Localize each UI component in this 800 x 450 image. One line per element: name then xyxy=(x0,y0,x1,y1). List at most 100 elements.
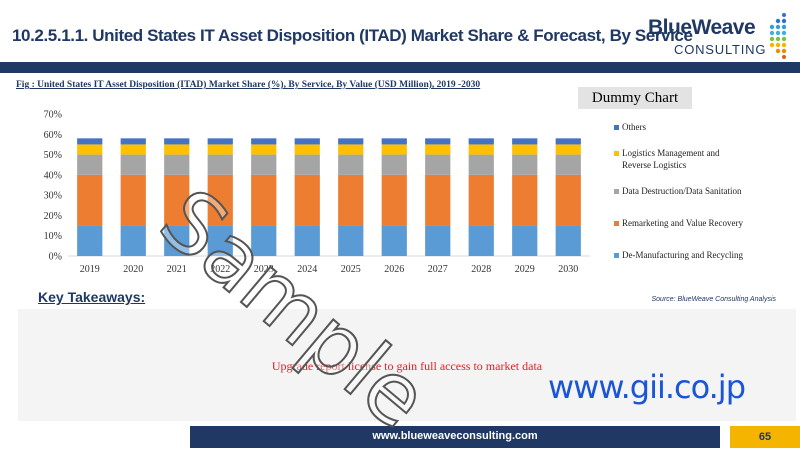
bar-segment xyxy=(120,225,146,256)
bar-segment xyxy=(164,154,190,175)
x-tick-label: 2019 xyxy=(80,264,100,275)
bar-segment xyxy=(251,144,277,155)
logo-subtitle: CONSULTING xyxy=(674,42,767,57)
bar-segment xyxy=(338,138,364,145)
bar-segment xyxy=(512,144,538,155)
bar-segment xyxy=(468,174,494,226)
bar-segment xyxy=(381,174,407,226)
bar-segment xyxy=(77,174,103,226)
legend-label: Remarketing and Value Recovery xyxy=(622,218,744,228)
legend-label: Data Destruction/Data Sanitation xyxy=(622,186,742,196)
logo-dots-icon xyxy=(769,13,787,59)
bar-segment xyxy=(381,138,407,145)
bar-segment xyxy=(512,225,538,256)
x-tick-label: 2026 xyxy=(384,264,404,275)
bar-segment xyxy=(294,154,320,175)
bar-segment xyxy=(294,225,320,256)
bar-segment xyxy=(555,154,581,175)
footer-url: www.blueweaveconsulting.com xyxy=(372,430,538,442)
bar-segment xyxy=(120,138,146,145)
bar-segment xyxy=(251,154,277,175)
bar-segment xyxy=(425,225,451,256)
y-tick-label: 60% xyxy=(44,130,62,141)
key-takeaways-heading: Key Takeaways: xyxy=(38,289,146,305)
bar-segment xyxy=(207,174,233,226)
legend-label: De-Manufacturing and Recycling xyxy=(622,250,743,260)
bar-segment xyxy=(251,138,277,145)
legend-swatch xyxy=(614,253,619,258)
bar-segment xyxy=(338,225,364,256)
footer-bar: www.blueweaveconsulting.com xyxy=(190,426,720,448)
bar-segment xyxy=(120,174,146,226)
takeaways-panel: Upgrade report license to gain full acce… xyxy=(18,309,796,421)
bar-segment xyxy=(207,138,233,145)
y-tick-label: 70% xyxy=(44,110,62,121)
bar-segment xyxy=(555,138,581,145)
source-note: Source: BlueWeave Consulting Analysis xyxy=(651,296,776,303)
bar-segment xyxy=(77,144,103,155)
y-tick-label: 40% xyxy=(44,170,62,181)
bar-segment xyxy=(294,138,320,145)
bar-segment xyxy=(381,144,407,155)
x-tick-label: 2029 xyxy=(515,264,535,275)
bar-segment xyxy=(338,144,364,155)
bar-segment xyxy=(381,225,407,256)
bar-segment xyxy=(338,154,364,175)
dummy-chart-label: Dummy Chart xyxy=(578,87,692,109)
legend-swatch xyxy=(614,189,619,194)
figure-caption: Fig : United States IT Asset Disposition… xyxy=(16,80,481,90)
legend-swatch xyxy=(614,151,619,156)
x-tick-label: 2022 xyxy=(210,264,230,275)
bar-segment xyxy=(468,144,494,155)
legend-label: Others xyxy=(622,122,646,132)
logo-wordmark: BlueWeave xyxy=(648,16,756,39)
bar-segment xyxy=(425,154,451,175)
bar-segment xyxy=(555,174,581,226)
bar-segment xyxy=(425,144,451,155)
gii-watermark: www.gii.co.jp xyxy=(548,368,746,406)
legend-label: Reverse Logistics xyxy=(622,160,687,170)
legend-swatch xyxy=(614,221,619,226)
bar-segment xyxy=(77,154,103,175)
x-tick-label: 2030 xyxy=(558,264,578,275)
x-tick-label: 2027 xyxy=(428,264,448,275)
bar-segment xyxy=(338,174,364,226)
bar-segment xyxy=(512,154,538,175)
bar-segment xyxy=(164,138,190,145)
x-tick-label: 2020 xyxy=(123,264,143,275)
bar-segment xyxy=(207,154,233,175)
legend-label: Logistics Management and xyxy=(622,148,720,158)
bar-segment xyxy=(164,174,190,226)
bar-segment xyxy=(251,225,277,256)
header-bar xyxy=(0,62,800,73)
bar-segment xyxy=(120,144,146,155)
bar-segment xyxy=(251,174,277,226)
y-tick-label: 50% xyxy=(44,150,62,161)
bar-segment xyxy=(207,144,233,155)
bar-segment xyxy=(207,225,233,256)
y-tick-label: 10% xyxy=(44,231,62,242)
stacked-bar-chart: 0% 10% 20% 30% 40% 50% 60% 70% 2019 2020 2021 2022 2… xyxy=(44,110,744,276)
bar-segment xyxy=(164,144,190,155)
bar-segment xyxy=(425,138,451,145)
bar-segment xyxy=(468,138,494,145)
bar-segment xyxy=(294,144,320,155)
bar-segment xyxy=(425,174,451,226)
bar-segment xyxy=(555,144,581,155)
x-tick-label: 2028 xyxy=(471,264,491,275)
bar-segment xyxy=(468,225,494,256)
bar-segment xyxy=(468,154,494,175)
bar-segment xyxy=(120,154,146,175)
bar-segment xyxy=(381,154,407,175)
upgrade-notice: Upgrade report license to gain full acce… xyxy=(271,359,543,373)
bar-segment xyxy=(294,174,320,226)
x-tick-label: 2024 xyxy=(297,264,317,275)
y-tick-label: 20% xyxy=(44,211,62,222)
bar-segment xyxy=(512,174,538,226)
x-tick-label: 2023 xyxy=(254,264,274,275)
bar-segment xyxy=(555,225,581,256)
bar-segment xyxy=(77,225,103,256)
page-title: 10.2.5.1.1. United States IT Asset Dispo… xyxy=(12,26,693,45)
bar-segment xyxy=(77,138,103,145)
y-tick-label: 0% xyxy=(49,252,62,263)
